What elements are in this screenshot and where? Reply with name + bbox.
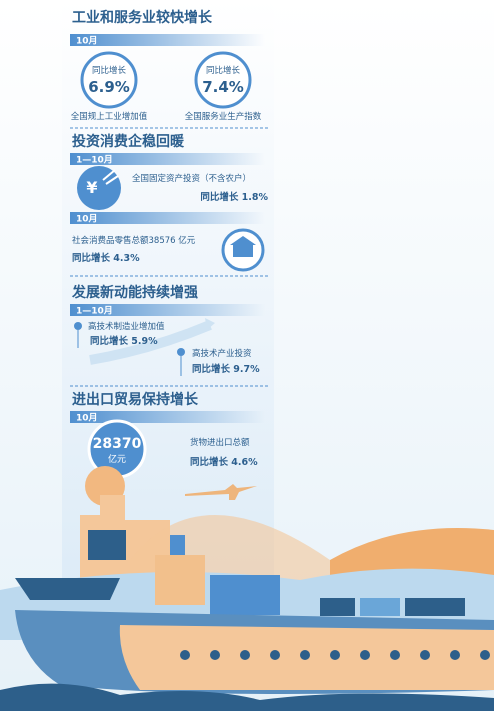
- stat-label: 同比增长: [92, 65, 127, 76]
- tag-bar: [70, 411, 265, 423]
- icon-investment: [77, 166, 121, 210]
- section-title: 发展新动能持续增强: [71, 284, 198, 301]
- tag-bar: [70, 212, 265, 224]
- item-caption: 社会消费品零售总额38576 亿元: [72, 235, 196, 246]
- item-caption: 高技术制造业增加值: [88, 321, 165, 332]
- pin: [177, 348, 185, 356]
- item-caption: 高技术产业投资: [192, 348, 252, 359]
- section-title: 进出口贸易保持增长: [72, 391, 199, 408]
- icon-shop: [233, 244, 253, 257]
- item-caption: 全国固定资产投资（不含农户）: [132, 173, 251, 184]
- item-value: 同比增长 5.9%: [90, 335, 158, 347]
- tag: 10月: [76, 413, 98, 424]
- stat-value: 28370: [93, 436, 142, 452]
- item-value: 同比增长 1.8%: [200, 191, 268, 203]
- item-value: 同比增长 4.3%: [72, 252, 140, 264]
- stat-unit: 亿元: [108, 453, 126, 465]
- section-title: 投资消费企稳回暖: [72, 133, 185, 150]
- tag-bar: [70, 34, 265, 46]
- stat-value: 7.4%: [202, 78, 244, 96]
- tag: 1—10月: [76, 155, 113, 166]
- tag: 10月: [76, 214, 98, 225]
- stat-caption: 全国规上工业增加值: [71, 111, 148, 122]
- pin: [74, 322, 82, 330]
- stat-caption: 全国服务业生产指数: [185, 111, 262, 122]
- item-value: 同比增长 9.7%: [192, 363, 260, 375]
- item-value: 同比增长 4.6%: [190, 456, 258, 468]
- infographic: 工业和服务业较快增长 10月 同比增长 6.9% 全国规上工业增加值 同比增长 …: [0, 0, 494, 711]
- stat-value: 6.9%: [88, 78, 130, 96]
- section-title: 工业和服务业较快增长: [72, 9, 213, 26]
- icon-glyph: ¥: [86, 178, 97, 197]
- tag: 10月: [76, 36, 98, 47]
- stat-label: 同比增长: [206, 65, 241, 76]
- tag: 1—10月: [76, 306, 113, 317]
- item-caption: 货物进出口总额: [190, 437, 250, 448]
